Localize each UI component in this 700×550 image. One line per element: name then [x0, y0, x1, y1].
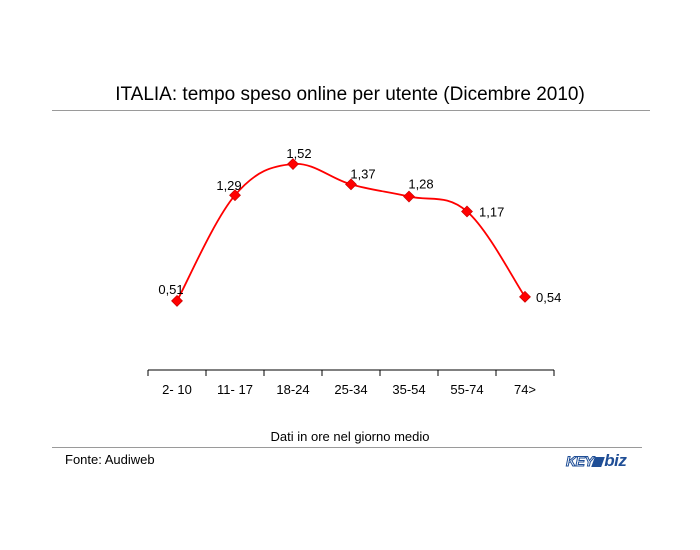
x-axis-title: Dati in ore nel giorno medio — [270, 429, 430, 444]
data-point-marker — [345, 178, 357, 191]
x-tick-label: 74> — [514, 382, 536, 397]
marker-group — [171, 158, 531, 307]
footer-divider — [52, 447, 642, 448]
logo-key-text: KEY — [565, 453, 594, 470]
x-tick-label: 11- 17 — [217, 382, 253, 397]
x-tick-label: 2- 10 — [162, 382, 192, 397]
x-tick-label: 25-34 — [334, 382, 367, 397]
data-label: 1,28 — [408, 177, 433, 192]
tick-label-group: 2- 10 11- 17 18-24 25-34 35-54 55-74 74> — [162, 382, 536, 397]
data-point-marker — [461, 205, 473, 218]
data-label: 1,52 — [286, 146, 311, 161]
data-point-marker — [519, 290, 531, 303]
data-label: 0,51 — [158, 282, 183, 297]
data-point-marker — [171, 294, 183, 307]
logo-biz-text: biz — [604, 451, 627, 470]
x-tick-label: 35-54 — [392, 382, 425, 397]
data-label: 0,54 — [536, 290, 561, 305]
data-point-marker — [229, 189, 241, 202]
x-axis — [147, 369, 555, 376]
source-note: Fonte: Audiweb — [65, 452, 155, 467]
x-tick-label: 55-74 — [450, 382, 483, 397]
x-tick-label: 18-24 — [276, 382, 309, 397]
data-label-group: 0,51 1,29 1,52 1,37 1,28 1,17 0,54 — [158, 146, 561, 305]
data-point-marker — [287, 158, 299, 170]
chart-title: ITALIA: tempo speso online per utente (D… — [115, 84, 585, 105]
data-point-marker — [403, 190, 415, 203]
data-label: 1,17 — [479, 204, 504, 219]
data-label: 1,29 — [216, 178, 241, 193]
data-label: 1,37 — [350, 166, 375, 181]
key4biz-logo: KEY biz — [565, 451, 646, 473]
title-divider — [52, 110, 650, 111]
